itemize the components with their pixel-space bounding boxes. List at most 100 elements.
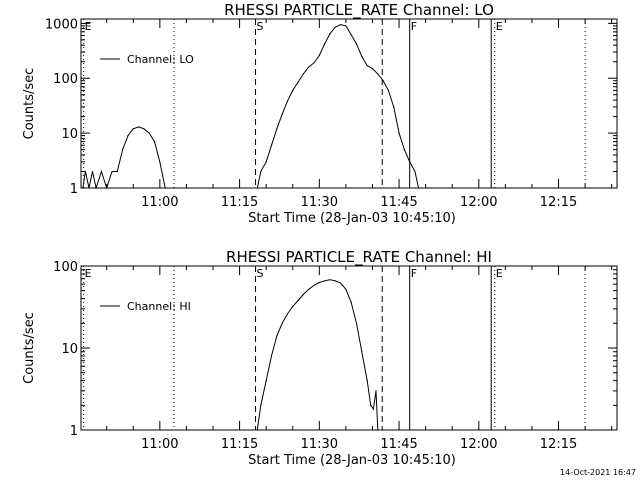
data-point (377, 73, 379, 75)
data-point (276, 335, 278, 337)
data-point (334, 26, 336, 28)
x-tick-label: 12:00 (460, 195, 497, 210)
x-tick-label: 11:00 (141, 437, 178, 452)
data-point (361, 351, 363, 353)
y-tick-label: 10 (61, 127, 78, 142)
data-point (366, 380, 368, 382)
data-point (366, 64, 368, 67)
x-tick-label: 12:00 (460, 437, 497, 452)
data-point (313, 284, 315, 286)
x-tick-label: 11:45 (380, 195, 417, 210)
data-point (324, 280, 326, 282)
data-point (339, 282, 342, 284)
data-point (292, 305, 294, 308)
data-series-line (256, 279, 379, 431)
data-point (297, 81, 299, 83)
data-point (164, 187, 166, 189)
plot-frame (80, 18, 618, 189)
data-point (106, 187, 108, 189)
data-point (292, 89, 294, 92)
event-marker-label: E (496, 267, 503, 280)
data-point (82, 187, 84, 189)
data-point (260, 404, 262, 406)
data-point (382, 80, 384, 82)
panel-hi: RHESSI PARTICLE_RATE Channel: HI Counts/s… (22, 248, 618, 468)
data-point (91, 170, 94, 173)
x-tick-label: 12:15 (540, 195, 577, 210)
data-point (270, 144, 273, 146)
y-tick-label: 10 (61, 342, 78, 357)
footer-timestamp: 14-Oct-2021 16:47 (560, 468, 636, 477)
event-marker-label: S (257, 20, 264, 33)
x-tick-label: 11:30 (301, 437, 338, 452)
data-point (313, 62, 315, 64)
data-point (318, 281, 320, 284)
data-point (256, 187, 258, 189)
data-point (137, 126, 140, 128)
data-point (100, 170, 102, 173)
event-marker-label: E (85, 20, 92, 33)
legend-label: Channel: LO (127, 53, 194, 66)
data-point (334, 280, 336, 282)
data-series-line (82, 24, 419, 190)
plot-frame (80, 265, 618, 431)
data-point (143, 128, 145, 130)
data-point (409, 161, 411, 163)
data-point (355, 43, 358, 45)
data-point (324, 43, 326, 45)
panel-lo: RHESSI PARTICLE_RATE Channel: LO Counts/s… (22, 1, 618, 226)
chart-title: RHESSI PARTICLE_RATE Channel: HI (226, 248, 492, 267)
data-point (132, 128, 134, 130)
data-point (377, 429, 379, 431)
data-point (286, 100, 289, 102)
y-tick-label: 1 (70, 182, 78, 197)
data-point (414, 170, 416, 173)
data-point (371, 67, 374, 70)
data-point (281, 322, 283, 324)
data-point (345, 288, 347, 290)
y-tick-label: 1 (70, 424, 78, 439)
data-point (276, 128, 278, 130)
data-point (372, 408, 374, 410)
event-marker-label: E (85, 267, 92, 280)
data-point (393, 106, 395, 108)
data-point (387, 89, 390, 92)
data-point (297, 299, 299, 302)
x-tick-label: 11:30 (301, 195, 338, 210)
event-marker-label: E (496, 20, 503, 33)
data-point (95, 187, 97, 189)
data-point (256, 429, 258, 431)
data-point (417, 187, 420, 189)
data-point (286, 313, 289, 315)
data-point (339, 23, 342, 26)
x-tick-label: 12:15 (540, 437, 577, 452)
data-point (398, 132, 400, 134)
data-point (153, 141, 156, 143)
data-point (260, 170, 262, 173)
data-point (159, 161, 161, 163)
data-point (122, 149, 124, 151)
event-marker-label: S (257, 267, 264, 280)
y-tick-label: 1000 (45, 17, 78, 32)
data-point (265, 161, 267, 163)
event-marker-label: F (411, 267, 417, 280)
data-point (84, 170, 87, 173)
data-point (361, 55, 363, 57)
legend-label: Channel: HI (127, 300, 191, 313)
x-tick-label: 11:15 (221, 437, 258, 452)
event-marker-label: F (411, 20, 417, 33)
y-tick-label: 100 (53, 260, 78, 275)
data-point (308, 288, 310, 290)
data-point (350, 34, 352, 36)
data-point (403, 149, 405, 151)
data-point (355, 322, 358, 324)
data-point (148, 132, 150, 134)
y-axis-label: Counts/sec (22, 312, 37, 384)
data-point (302, 73, 304, 75)
data-point (116, 170, 118, 173)
y-tick-label: 100 (53, 72, 78, 87)
data-point (329, 33, 331, 35)
data-point (302, 293, 304, 296)
